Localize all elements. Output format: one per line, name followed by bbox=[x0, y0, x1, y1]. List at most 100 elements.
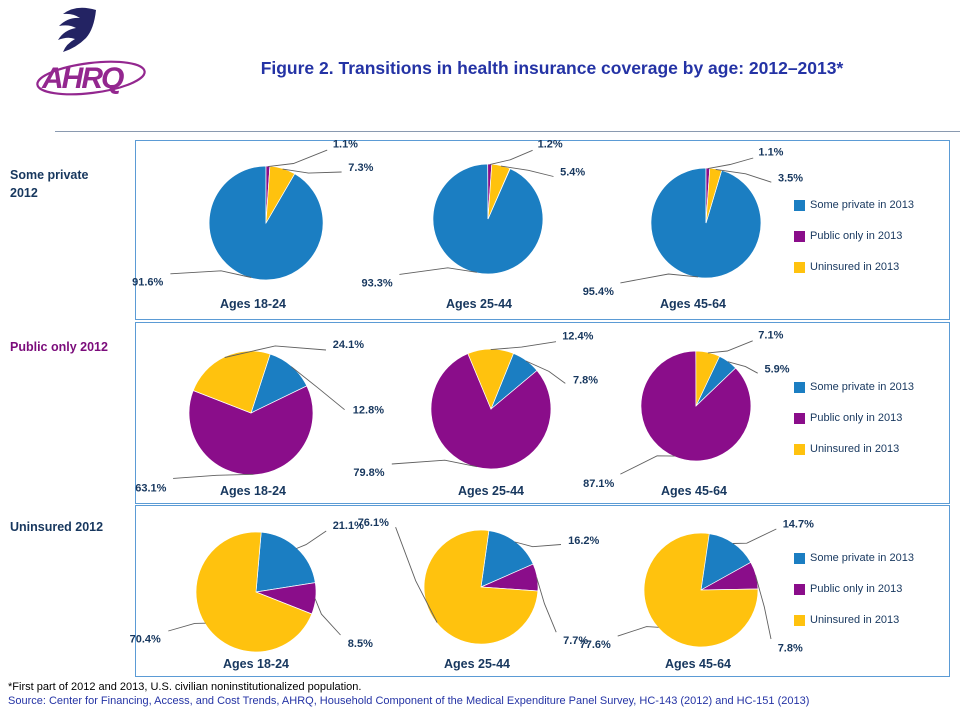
pie-value-label-some-private: 14.7% bbox=[783, 518, 814, 530]
leader-line bbox=[296, 530, 327, 549]
legend-item-some-private: Some private in 2013 bbox=[794, 381, 914, 393]
age-group-label: Ages 45-64 bbox=[661, 484, 727, 498]
age-group-label: Ages 25-44 bbox=[444, 657, 510, 671]
legend-item-some-private: Some private in 2013 bbox=[794, 552, 914, 564]
legend-swatch-some-private-icon bbox=[794, 552, 805, 564]
legend-item-public-only: Public only in 2013 bbox=[794, 412, 914, 424]
pie-value-label-public-only: 63.1% bbox=[135, 482, 166, 494]
legend-row-1: Some private in 2013 Public only in 2013… bbox=[794, 199, 914, 273]
legend-swatch-uninsured-icon bbox=[794, 443, 805, 455]
leader-line bbox=[224, 345, 327, 358]
leader-line bbox=[267, 149, 328, 168]
pie-value-label-uninsured: 70.4% bbox=[130, 634, 161, 646]
footnote: *First part of 2012 and 2013, U.S. civil… bbox=[8, 681, 362, 693]
figure-title: Figure 2. Transitions in health insuranc… bbox=[260, 58, 844, 78]
pie-value-label-uninsured: 76.1% bbox=[358, 517, 389, 529]
leader-line bbox=[500, 165, 554, 177]
pie-value-label-uninsured: 12.4% bbox=[562, 330, 593, 342]
pie-value-label-uninsured: 3.5% bbox=[778, 172, 803, 184]
header-divider bbox=[55, 131, 960, 132]
pie-value-label-uninsured: 5.4% bbox=[560, 167, 585, 179]
legend-swatch-public-only-icon bbox=[794, 583, 805, 595]
leader-line bbox=[707, 157, 754, 170]
pie-value-label-some-private: 12.8% bbox=[353, 405, 384, 417]
leader-line bbox=[391, 459, 477, 468]
pie-slice-uninsured bbox=[192, 350, 271, 414]
pie-value-label-public-only: 79.8% bbox=[353, 467, 384, 479]
row-label-public-only-2012: Public only 2012 bbox=[10, 340, 108, 354]
legend-label-public-only: Public only in 2013 bbox=[810, 412, 903, 424]
leader-line bbox=[617, 626, 659, 637]
pie-value-label-public-only: 1.2% bbox=[538, 139, 563, 151]
pie-row-public-only: 12.8% 63.1% 24.1% Ages 18-24 7.8% 79.8% 12.4% A… bbox=[135, 330, 790, 498]
age-group-label: Ages 25-44 bbox=[446, 297, 512, 311]
leader-line bbox=[514, 541, 562, 548]
ahrq-logo-graphic: AHRQ bbox=[36, 7, 146, 96]
pie-slice-uninsured bbox=[467, 348, 514, 410]
legend-swatch-uninsured-icon bbox=[794, 261, 805, 273]
age-group-label: Ages 18-24 bbox=[220, 484, 286, 498]
legend-item-public-only: Public only in 2013 bbox=[794, 230, 914, 242]
age-group-label: Ages 18-24 bbox=[220, 297, 286, 311]
leader-line bbox=[314, 598, 341, 636]
legend-row-2: Some private in 2013 Public only in 2013… bbox=[794, 381, 914, 455]
pie-value-label-public-only: 87.1% bbox=[583, 478, 614, 490]
pie-row-uninsured: 21.1% 8.5% 70.4% Ages 18-24 16.2% 7.7% 76.1% Ag… bbox=[130, 517, 815, 671]
chart-panel-uninsured-2012: 21.1% 8.5% 70.4% Ages 18-24 16.2% 7.7% 76.1% Ag… bbox=[130, 505, 950, 677]
pie-value-label-public-only: 1.1% bbox=[758, 147, 783, 159]
pie-value-label-some-private: 7.8% bbox=[573, 375, 598, 387]
pie-value-label-some-private: 5.9% bbox=[765, 364, 790, 376]
pie-value-label-public-only: 1.1% bbox=[333, 139, 358, 151]
legend-swatch-some-private-icon bbox=[794, 199, 805, 211]
pie-slice-uninsured bbox=[423, 529, 539, 645]
leader-line bbox=[620, 273, 699, 284]
pie-value-label-some-private: 93.3% bbox=[361, 277, 392, 289]
pie-value-label-uninsured: 77.6% bbox=[580, 639, 611, 651]
legend-row-3: Some private in 2013 Public only in 2013… bbox=[794, 552, 914, 626]
age-group-label: Ages 25-44 bbox=[458, 484, 524, 498]
row-label-uninsured-2012: Uninsured 2012 bbox=[10, 520, 104, 534]
legend-swatch-uninsured-icon bbox=[794, 614, 805, 626]
pie-slice-public-only bbox=[188, 385, 314, 476]
pie-slice-some-private bbox=[255, 531, 316, 593]
legend-label-uninsured: Uninsured in 2013 bbox=[810, 443, 900, 455]
logo-text: AHRQ bbox=[41, 62, 124, 95]
leader-line bbox=[173, 473, 254, 479]
pie-value-label-uninsured: 24.1% bbox=[333, 339, 364, 351]
legend-item-uninsured: Uninsured in 2013 bbox=[794, 614, 914, 626]
pie-value-label-public-only: 8.5% bbox=[348, 638, 373, 650]
chart-panel-some-private-2012: 91.6% 1.1% 7.3% Ages 18-24 93.3% 1.2% 5.4% Ages… bbox=[132, 139, 950, 320]
legend-label-public-only: Public only in 2013 bbox=[810, 583, 903, 595]
pie-value-label-public-only: 7.8% bbox=[778, 642, 803, 654]
leader-line bbox=[399, 267, 477, 275]
leader-line bbox=[525, 360, 566, 384]
leader-line bbox=[170, 270, 252, 278]
pie-slice-public-only bbox=[430, 353, 552, 470]
legend-swatch-public-only-icon bbox=[794, 412, 805, 424]
pie-value-label-some-private: 21.1% bbox=[333, 520, 364, 532]
leader-line bbox=[282, 168, 342, 174]
legend-label-uninsured: Uninsured in 2013 bbox=[810, 261, 900, 273]
pie-value-label-some-private: 16.2% bbox=[568, 535, 599, 547]
leader-line bbox=[291, 366, 345, 411]
pie-slice-some-private bbox=[480, 530, 534, 588]
legend-item-some-private: Some private in 2013 bbox=[794, 199, 914, 211]
leader-line bbox=[620, 455, 675, 475]
legend-item-uninsured: Uninsured in 2013 bbox=[794, 261, 914, 273]
legend-label-some-private: Some private in 2013 bbox=[810, 552, 914, 564]
pie-value-label-some-private: 95.4% bbox=[583, 286, 614, 298]
pie-value-label-some-private: 91.6% bbox=[132, 277, 163, 289]
leader-line bbox=[715, 168, 772, 183]
age-group-label: Ages 45-64 bbox=[665, 657, 731, 671]
legend-label-some-private: Some private in 2013 bbox=[810, 381, 914, 393]
legend-item-uninsured: Uninsured in 2013 bbox=[794, 443, 914, 455]
source-note: Source: Center for Financing, Access, an… bbox=[8, 695, 810, 707]
pie-row-some-private: 91.6% 1.1% 7.3% Ages 18-24 93.3% 1.2% 5.4% Ages… bbox=[132, 139, 803, 311]
legend-swatch-public-only-icon bbox=[794, 230, 805, 242]
leader-line bbox=[168, 622, 206, 632]
logo-swoosh-icon bbox=[36, 60, 146, 96]
legend-item-public-only: Public only in 2013 bbox=[794, 583, 914, 595]
legend-label-public-only: Public only in 2013 bbox=[810, 230, 903, 242]
leader-line bbox=[732, 528, 777, 544]
leader-line bbox=[755, 575, 772, 640]
